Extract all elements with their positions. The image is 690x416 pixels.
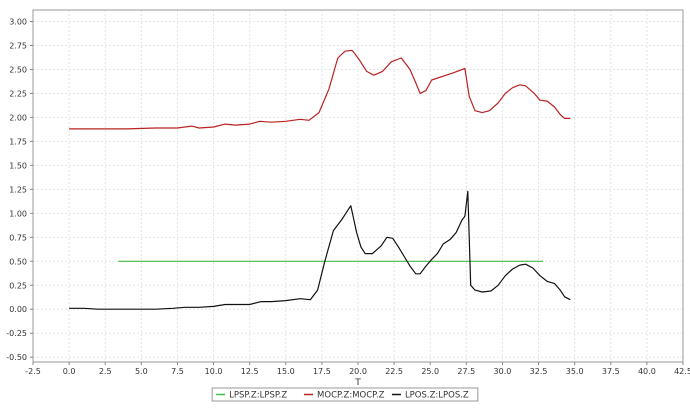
y-tick-label: 3.00 [9, 18, 27, 27]
x-tick-label: 15.0 [277, 367, 295, 376]
y-tick-label: 1.25 [9, 185, 27, 194]
x-tick-label: 30.0 [494, 367, 512, 376]
y-tick-label: 2.00 [9, 113, 27, 122]
x-tick-label: 10.0 [205, 367, 223, 376]
x-tick-label: 37.5 [602, 367, 620, 376]
y-tick-label: 1.50 [9, 161, 27, 170]
x-tick-label: 7.5 [171, 367, 184, 376]
x-tick-label: 42.5 [674, 367, 690, 376]
x-tick-label: 40.0 [638, 367, 656, 376]
x-tick-label: 5.0 [135, 367, 148, 376]
legend-box [211, 387, 479, 402]
legend: LPSP.Z:LPSP.Z MOCP.Z:MOCP.Z LPOS.Z:LPOS.Z [211, 387, 479, 402]
y-axis-ticks: -0.50 -0.25 0.00 0.25 0.50 0.75 1.00 1.25 1.50 1.… [6, 18, 33, 362]
x-tick-label: 2.5 [99, 367, 112, 376]
x-tick-label: 25.0 [421, 367, 439, 376]
y-tick-label: -0.50 [6, 353, 27, 362]
x-tick-label: 20.0 [349, 367, 367, 376]
y-tick-label: 0.50 [9, 257, 27, 266]
y-tick-label: 2.50 [9, 65, 27, 74]
x-axis-label: T [354, 378, 361, 388]
y-tick-label: 2.25 [9, 89, 27, 98]
y-tick-label: 0.75 [9, 233, 27, 242]
x-tick-label: 17.5 [313, 367, 331, 376]
y-tick-label: 1.75 [9, 137, 27, 146]
y-tick-label: -0.25 [6, 329, 27, 338]
grid-lines [32, 10, 684, 362]
x-tick-label: 12.5 [241, 367, 259, 376]
x-axis-ticks: -2.5 0.0 2.5 5.0 7.5 10.0 12.5 15.0 17.5 20.0 22.5… [25, 362, 690, 376]
y-tick-label: 0.00 [9, 305, 27, 314]
series-line-2 [69, 49, 571, 130]
series-line-3 [69, 190, 571, 310]
x-tick-label: 0.0 [63, 367, 76, 376]
legend-items: LPSP.Z:LPSP.Z MOCP.Z:MOCP.Z LPOS.Z:LPOS.Z [216, 391, 469, 401]
y-tick-label: 0.25 [9, 281, 27, 290]
x-tick-label: -2.5 [25, 367, 41, 376]
x-tick-label: 32.5 [530, 367, 548, 376]
legend-entry-1: LPSP.Z:LPSP.Z [229, 391, 287, 401]
x-tick-label: 35.0 [566, 367, 584, 376]
x-tick-label: 22.5 [385, 367, 403, 376]
y-tick-label: 2.75 [9, 41, 27, 50]
y-tick-label: 1.00 [9, 209, 27, 218]
legend-entry-2: MOCP.Z:MOCP.Z [317, 391, 385, 401]
x-tick-label: 27.5 [457, 367, 475, 376]
series-lines [69, 49, 571, 310]
legend-entry-3: LPOS.Z:LPOS.Z [405, 391, 469, 401]
